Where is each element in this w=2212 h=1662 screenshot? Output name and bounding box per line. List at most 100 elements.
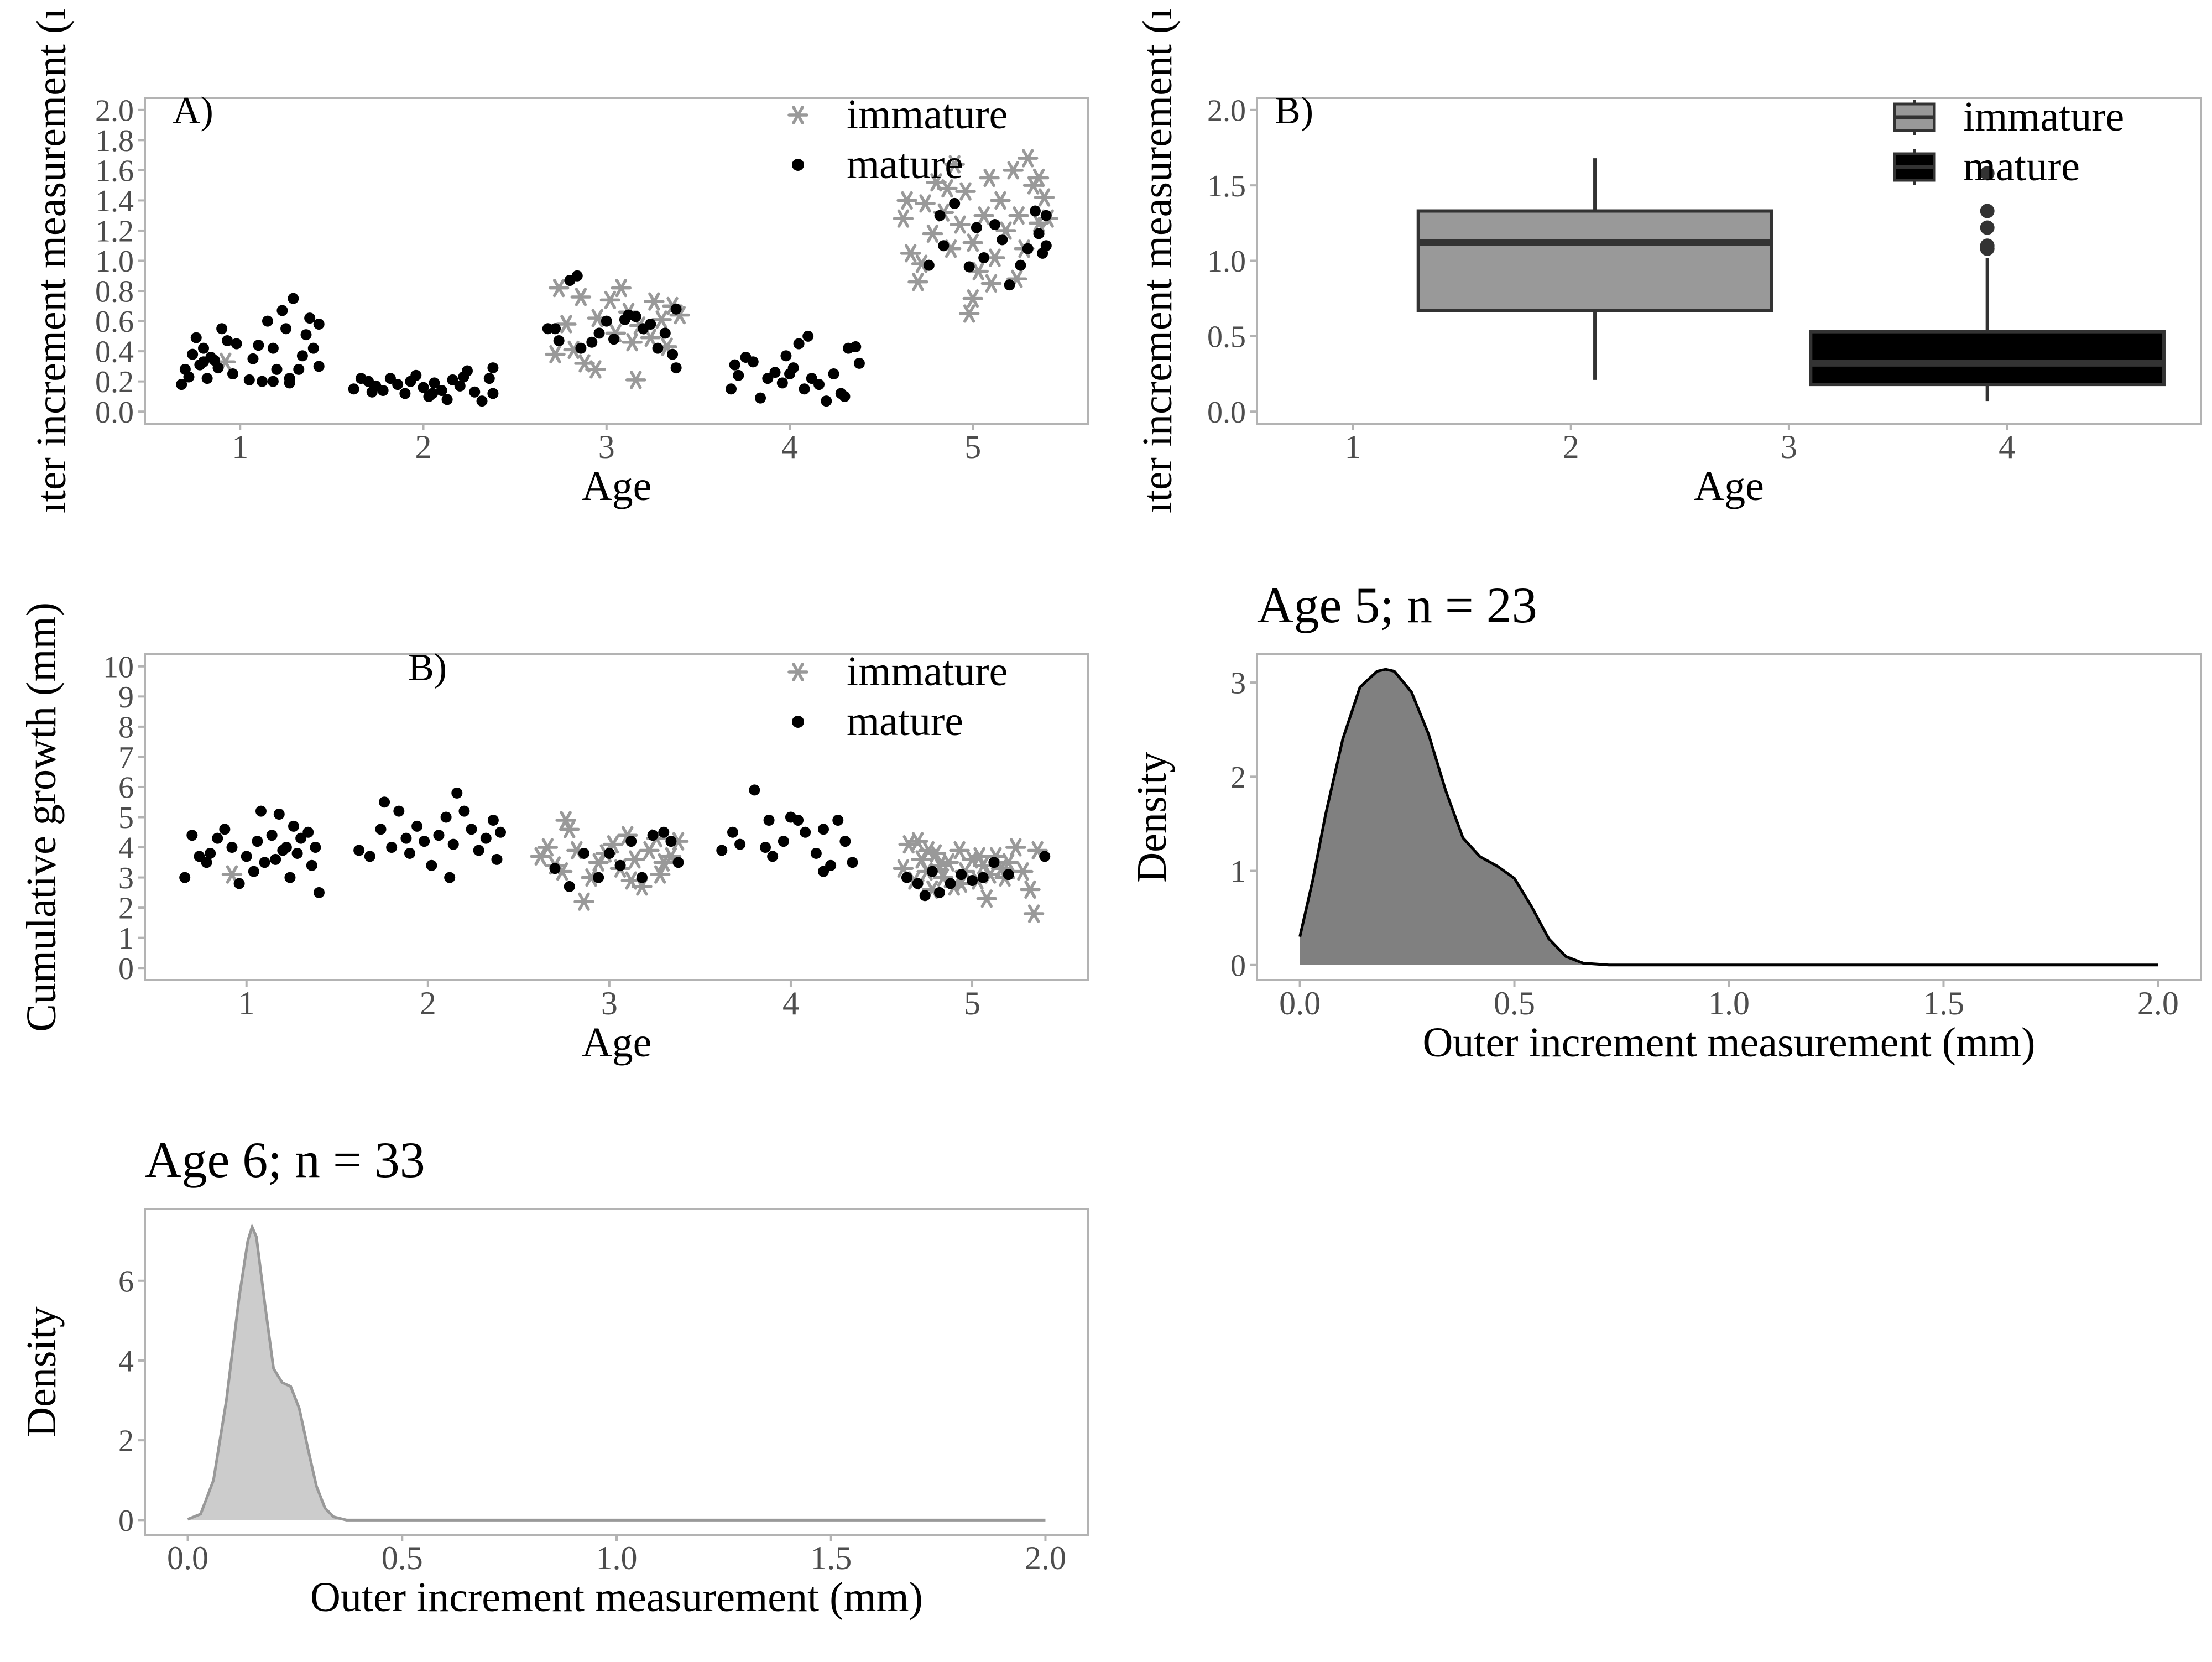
mature-point bbox=[480, 832, 492, 844]
mature-point bbox=[444, 872, 456, 883]
immature-point bbox=[1017, 149, 1039, 168]
mature-point bbox=[760, 842, 771, 853]
mature-point bbox=[212, 362, 224, 374]
mature-point bbox=[977, 872, 989, 883]
mature-point bbox=[810, 847, 822, 859]
legend-label-mature: mature bbox=[847, 141, 963, 187]
x-axis-label: Outer increment measurement (mm) bbox=[1423, 1019, 2036, 1066]
mature-point bbox=[216, 323, 228, 335]
x-tick-label: 1.0 bbox=[596, 1540, 638, 1576]
y-tick-label: 1.2 bbox=[95, 215, 134, 249]
panel-a-scatter: 0.00.20.40.60.81.01.21.41.61.82.0 1 2 3 4 5 Ag… bbox=[28, 8, 1089, 513]
mature-point bbox=[227, 368, 239, 380]
mature-point bbox=[945, 878, 956, 889]
mature-point bbox=[672, 857, 684, 868]
mature-point bbox=[665, 836, 677, 847]
y-tick-label: 8 bbox=[118, 710, 134, 744]
mature-point bbox=[393, 805, 405, 817]
mature-point bbox=[399, 388, 411, 399]
mature-point bbox=[912, 878, 924, 889]
mature-point bbox=[375, 824, 387, 835]
y-axis-label: Cumulative growth (mm) bbox=[18, 602, 65, 1032]
mature-point bbox=[248, 866, 259, 877]
immature-point bbox=[1013, 862, 1034, 881]
immature-point bbox=[962, 233, 984, 252]
mature-point bbox=[601, 315, 612, 327]
mature-point bbox=[853, 357, 865, 369]
mature-point bbox=[179, 872, 191, 883]
y-axis-label: Density bbox=[1129, 752, 1175, 882]
immature-point bbox=[573, 892, 594, 911]
mature-point bbox=[201, 373, 213, 384]
mature-point bbox=[271, 363, 283, 375]
mature-point bbox=[198, 342, 210, 354]
mature-point bbox=[458, 805, 470, 817]
immature-point bbox=[649, 865, 671, 884]
immature-point bbox=[599, 290, 621, 310]
y-tick-label: 0.4 bbox=[95, 335, 134, 369]
mature-point bbox=[769, 367, 781, 378]
mature-point bbox=[1040, 240, 1052, 252]
immature-point bbox=[944, 155, 965, 174]
mature-point bbox=[252, 836, 263, 847]
mature-point bbox=[205, 847, 216, 859]
panel-title: Age 5; n = 23 bbox=[1257, 577, 1537, 633]
immature-point bbox=[1028, 168, 1050, 187]
mature-point bbox=[839, 836, 851, 847]
mature-point bbox=[1039, 851, 1051, 862]
mature-box bbox=[1809, 330, 2166, 387]
mature-point bbox=[306, 859, 317, 871]
panel-age5-density: 0 1 2 3 0.0 0.5 1.0 1.5 2.0 Outer increment measu… bbox=[1129, 577, 2202, 1066]
immature-point bbox=[787, 106, 808, 124]
mature-point bbox=[296, 350, 308, 362]
mature-point bbox=[727, 826, 738, 838]
mature-point bbox=[255, 805, 267, 817]
mature-outlier bbox=[1980, 238, 1995, 253]
mature-point bbox=[487, 814, 499, 826]
mature-point bbox=[270, 853, 281, 865]
y-axis-label: ıter increment measurement (ı bbox=[1134, 8, 1181, 514]
mature-point bbox=[787, 362, 799, 374]
mature-point bbox=[198, 356, 210, 368]
y-tick-label: 1.0 bbox=[95, 244, 134, 279]
mature-point bbox=[295, 832, 307, 844]
density-area bbox=[1300, 669, 2158, 965]
mature-point bbox=[491, 853, 503, 865]
x-tick-label: 3 bbox=[601, 985, 618, 1022]
density-curve bbox=[1298, 668, 2158, 967]
mature-point bbox=[988, 857, 1000, 868]
y-tick-label: 0.2 bbox=[95, 365, 134, 399]
mature-point bbox=[190, 332, 202, 343]
mature-point bbox=[934, 210, 946, 221]
immature-point bbox=[958, 304, 980, 323]
mature-point bbox=[222, 335, 233, 347]
mature-point bbox=[436, 385, 447, 397]
immature-point bbox=[980, 274, 1002, 293]
x-tick-label: 1.5 bbox=[810, 1540, 852, 1576]
mature-point bbox=[647, 830, 659, 841]
mature-point bbox=[419, 836, 430, 847]
mature-point bbox=[410, 369, 422, 381]
mature-point bbox=[313, 361, 325, 372]
mature-point bbox=[267, 342, 279, 354]
y-tick-label: 0.6 bbox=[95, 305, 134, 339]
mature-point bbox=[262, 315, 273, 327]
immature-point bbox=[530, 847, 551, 866]
mature-point bbox=[818, 824, 830, 835]
mature-point bbox=[466, 824, 477, 835]
mature-point bbox=[201, 857, 212, 868]
mature-point bbox=[550, 323, 561, 335]
legend-label-immature: immature bbox=[1963, 93, 2124, 140]
x-axis-label: Age bbox=[582, 463, 652, 509]
mature-point bbox=[614, 859, 626, 871]
mature-point bbox=[847, 857, 858, 868]
mature-point bbox=[476, 395, 488, 407]
mature-point bbox=[487, 362, 499, 374]
x-tick-label: 3 bbox=[598, 429, 615, 465]
x-tick-label: 0.0 bbox=[1279, 985, 1321, 1022]
y-tick-label: 1 bbox=[1230, 855, 1246, 889]
y-tick-label: 1.8 bbox=[95, 124, 134, 158]
mature-point bbox=[194, 851, 205, 862]
